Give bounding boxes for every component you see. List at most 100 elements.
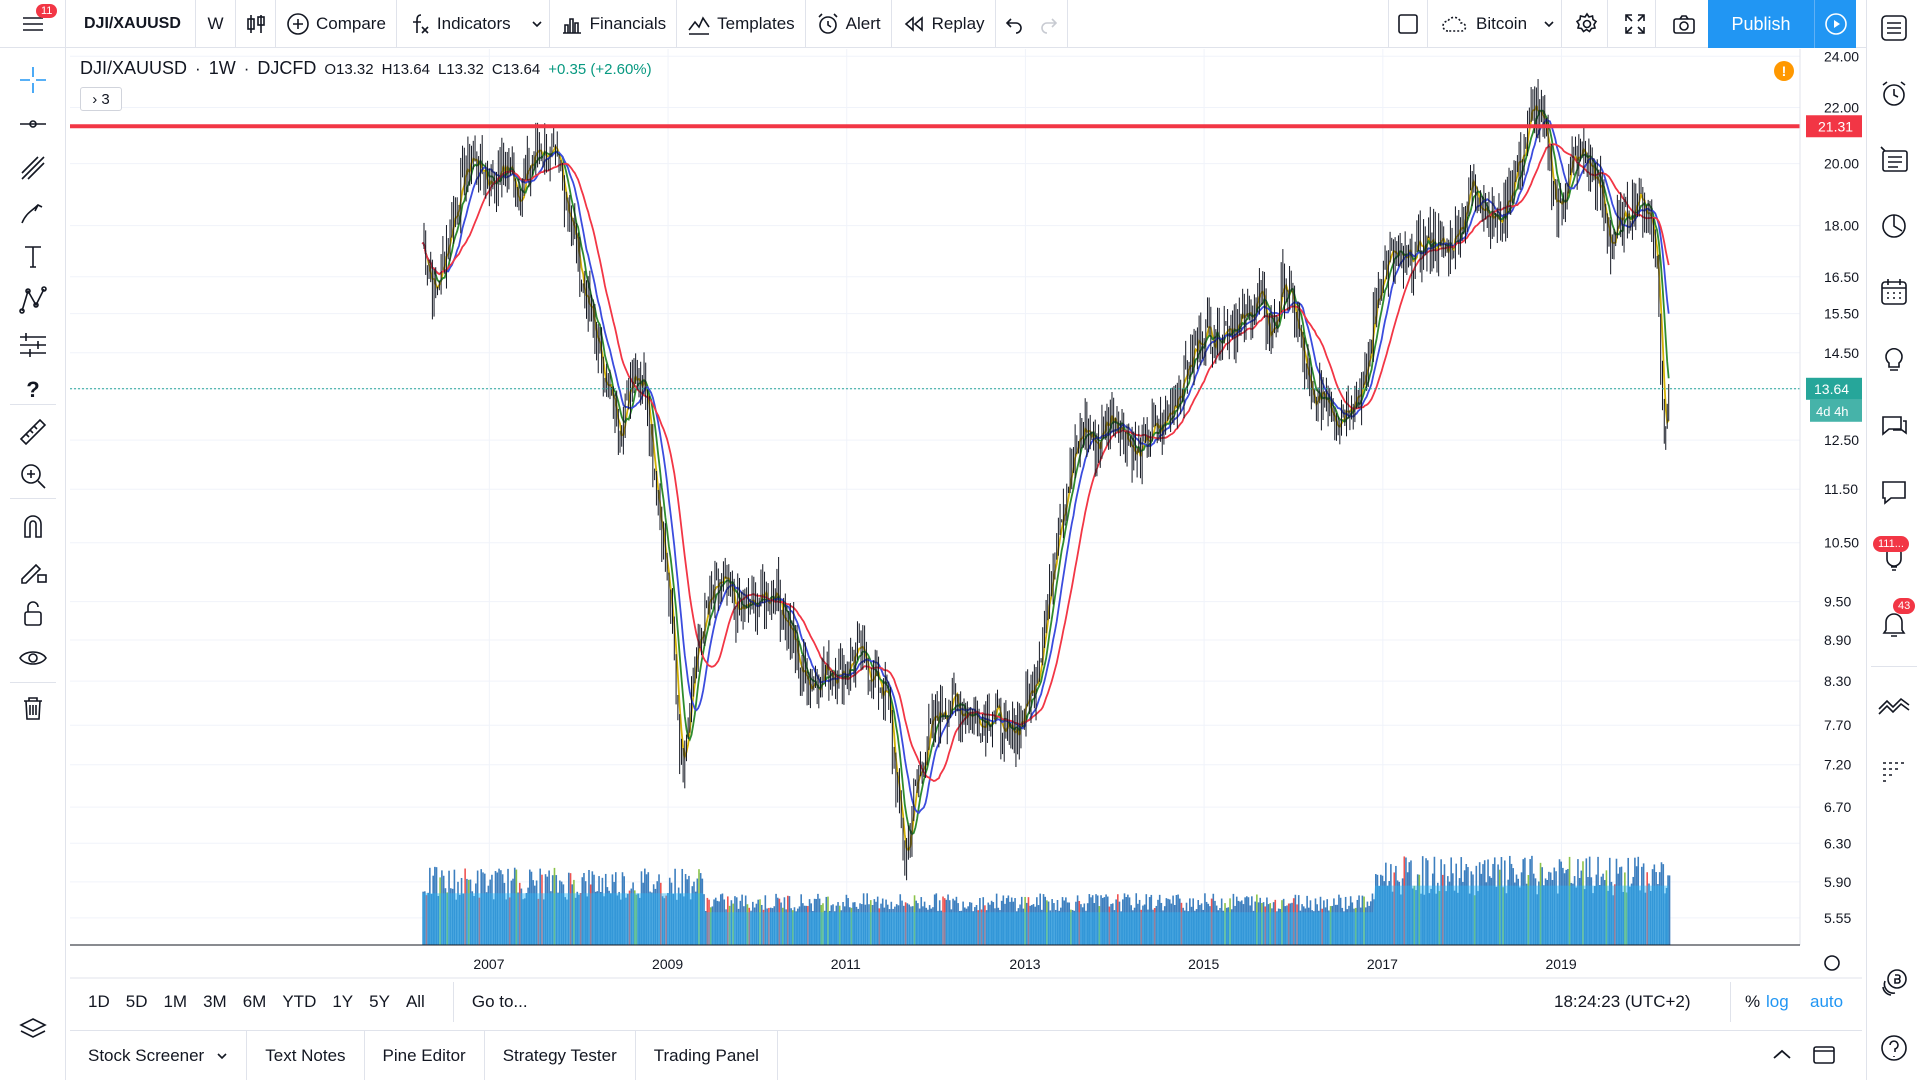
volume-bar	[1070, 909, 1072, 945]
volume-bar	[880, 903, 882, 945]
volume-bar	[1015, 911, 1018, 945]
timeframe-6m[interactable]: 6M	[242, 992, 267, 1011]
panel-expand-button[interactable]	[1770, 1043, 1794, 1072]
timeframe-1m[interactable]: 1M	[163, 992, 188, 1011]
chats-button[interactable]	[1874, 406, 1914, 446]
tab-strategy-tester[interactable]: Strategy Tester	[485, 1030, 636, 1080]
volume-bar	[1324, 907, 1327, 945]
text-tool[interactable]	[13, 236, 53, 276]
undo-button[interactable]	[996, 0, 1032, 48]
clock[interactable]: 18:24:23 (UTC+2)	[1554, 992, 1691, 1011]
chevron-down-icon[interactable]	[531, 14, 543, 34]
trendline-tool[interactable]	[13, 104, 53, 144]
tab-pine-editor[interactable]: Pine Editor	[365, 1030, 485, 1080]
volume-bar	[1487, 859, 1489, 945]
templates-button[interactable]: Templates	[677, 0, 806, 48]
volume-bar	[1034, 906, 1036, 945]
object-tree-button[interactable]	[13, 1010, 53, 1050]
timeframe-all[interactable]: All	[405, 992, 425, 1011]
chart-style-button[interactable]	[236, 0, 276, 48]
publish-button[interactable]: Publish	[1708, 0, 1814, 48]
timeframe-1d[interactable]: 1D	[88, 992, 110, 1011]
alert-button[interactable]: Alert	[806, 0, 892, 48]
symbol-search-button[interactable]: DJI/XAUUSD	[66, 0, 196, 48]
help-button[interactable]	[1874, 1028, 1914, 1068]
prediction-tool[interactable]	[13, 324, 53, 364]
volume-bar	[1081, 907, 1084, 945]
volume-bar	[578, 894, 580, 945]
remove-drawings-tool[interactable]	[13, 688, 53, 728]
volume-bar	[933, 894, 936, 945]
layout-button[interactable]: Bitcoin	[1430, 0, 1562, 48]
crosshair-tool[interactable]	[13, 60, 53, 100]
magnet-tool[interactable]	[13, 506, 53, 546]
hide-drawings-tool[interactable]	[13, 638, 53, 678]
ideas-stream-button[interactable]	[1874, 338, 1914, 378]
hotlists-button[interactable]	[1874, 206, 1914, 246]
volume-bar	[1100, 895, 1102, 945]
fullscreen-toggle-button[interactable]	[1388, 0, 1428, 48]
indicators-button[interactable]: Indicators	[397, 0, 550, 48]
help-tool[interactable]: ?	[13, 370, 53, 410]
indicators-toggle[interactable]: › 3	[80, 87, 122, 111]
legend-symbol[interactable]: DJI/XAUUSD	[80, 58, 188, 78]
replay-button[interactable]: Replay	[892, 0, 996, 48]
percent-scale-toggle[interactable]: %	[1730, 982, 1760, 1022]
data-window-button[interactable]	[1874, 140, 1914, 180]
panel-maximize-button[interactable]	[1812, 1043, 1836, 1072]
signals-button[interactable]	[1874, 684, 1914, 724]
main-menu-button[interactable]: 11	[0, 0, 66, 48]
timeframe-ytd[interactable]: YTD	[282, 992, 317, 1011]
volume-bar	[873, 899, 876, 945]
zoom-tool[interactable]	[13, 456, 53, 496]
volume-bar	[1527, 875, 1530, 945]
alerts-button[interactable]	[1874, 74, 1914, 114]
volume-bar	[764, 895, 767, 945]
price-chart[interactable]: 24.00 22.00 20.00 18.00 16.50 15.50 14.50 12.50…	[70, 49, 1862, 979]
tab-text-notes[interactable]: Text Notes	[247, 1030, 365, 1080]
pattern-tool[interactable]	[13, 280, 53, 320]
interval-button[interactable]: W	[196, 0, 236, 48]
notifications-button[interactable]	[1874, 604, 1914, 644]
volume-bar	[790, 908, 792, 945]
volume-bar	[1570, 882, 1573, 945]
tab-trading-panel[interactable]: Trading Panel	[636, 1030, 778, 1080]
tab-stock-screener[interactable]: Stock Screener	[70, 1030, 248, 1080]
compare-button[interactable]: Compare	[276, 0, 397, 48]
redo-button[interactable]	[1032, 0, 1068, 48]
volume-bar	[1492, 863, 1494, 945]
timeframe-1y[interactable]: 1Y	[332, 992, 354, 1011]
calendar-button[interactable]	[1874, 272, 1914, 312]
volume-bar	[1515, 874, 1518, 945]
brush-tool[interactable]	[13, 192, 53, 232]
messages-button[interactable]	[1874, 472, 1914, 512]
volume-bar	[1138, 899, 1141, 945]
timeframe-5y[interactable]: 5Y	[369, 992, 390, 1011]
fullscreen-button[interactable]	[1614, 0, 1656, 48]
auto-scale-toggle[interactable]: auto	[1810, 992, 1844, 1011]
scale-settings-icon[interactable]	[1824, 955, 1840, 971]
price-tick-label: 20.00	[1824, 156, 1859, 172]
stay-drawing-tool[interactable]	[13, 550, 53, 590]
price-tick-label: 14.50	[1824, 345, 1859, 361]
lock-drawings-tool[interactable]	[13, 594, 53, 634]
watchlist-button[interactable]	[1874, 8, 1914, 48]
timeframe-5d[interactable]: 5D	[125, 992, 148, 1011]
measure-tool[interactable]	[13, 412, 53, 452]
volume-bar	[771, 908, 774, 945]
dom-button[interactable]	[1874, 750, 1914, 790]
financials-button[interactable]: Financials	[550, 0, 678, 48]
warning-icon[interactable]: !	[1774, 61, 1794, 81]
fib-tool[interactable]	[13, 148, 53, 188]
volume-bar	[1108, 906, 1111, 945]
volume-bar	[1363, 896, 1365, 945]
settings-button[interactable]	[1566, 0, 1608, 48]
play-button[interactable]	[1814, 0, 1856, 48]
coins-button[interactable]	[1874, 962, 1914, 1002]
volume-bar	[1369, 901, 1372, 945]
log-scale-toggle[interactable]: log	[1766, 992, 1789, 1011]
timeframe-3m[interactable]: 3M	[203, 992, 227, 1011]
goto-button[interactable]: Go to...	[452, 982, 536, 1022]
volume-bar	[1019, 904, 1021, 945]
snapshot-button[interactable]	[1662, 0, 1706, 48]
